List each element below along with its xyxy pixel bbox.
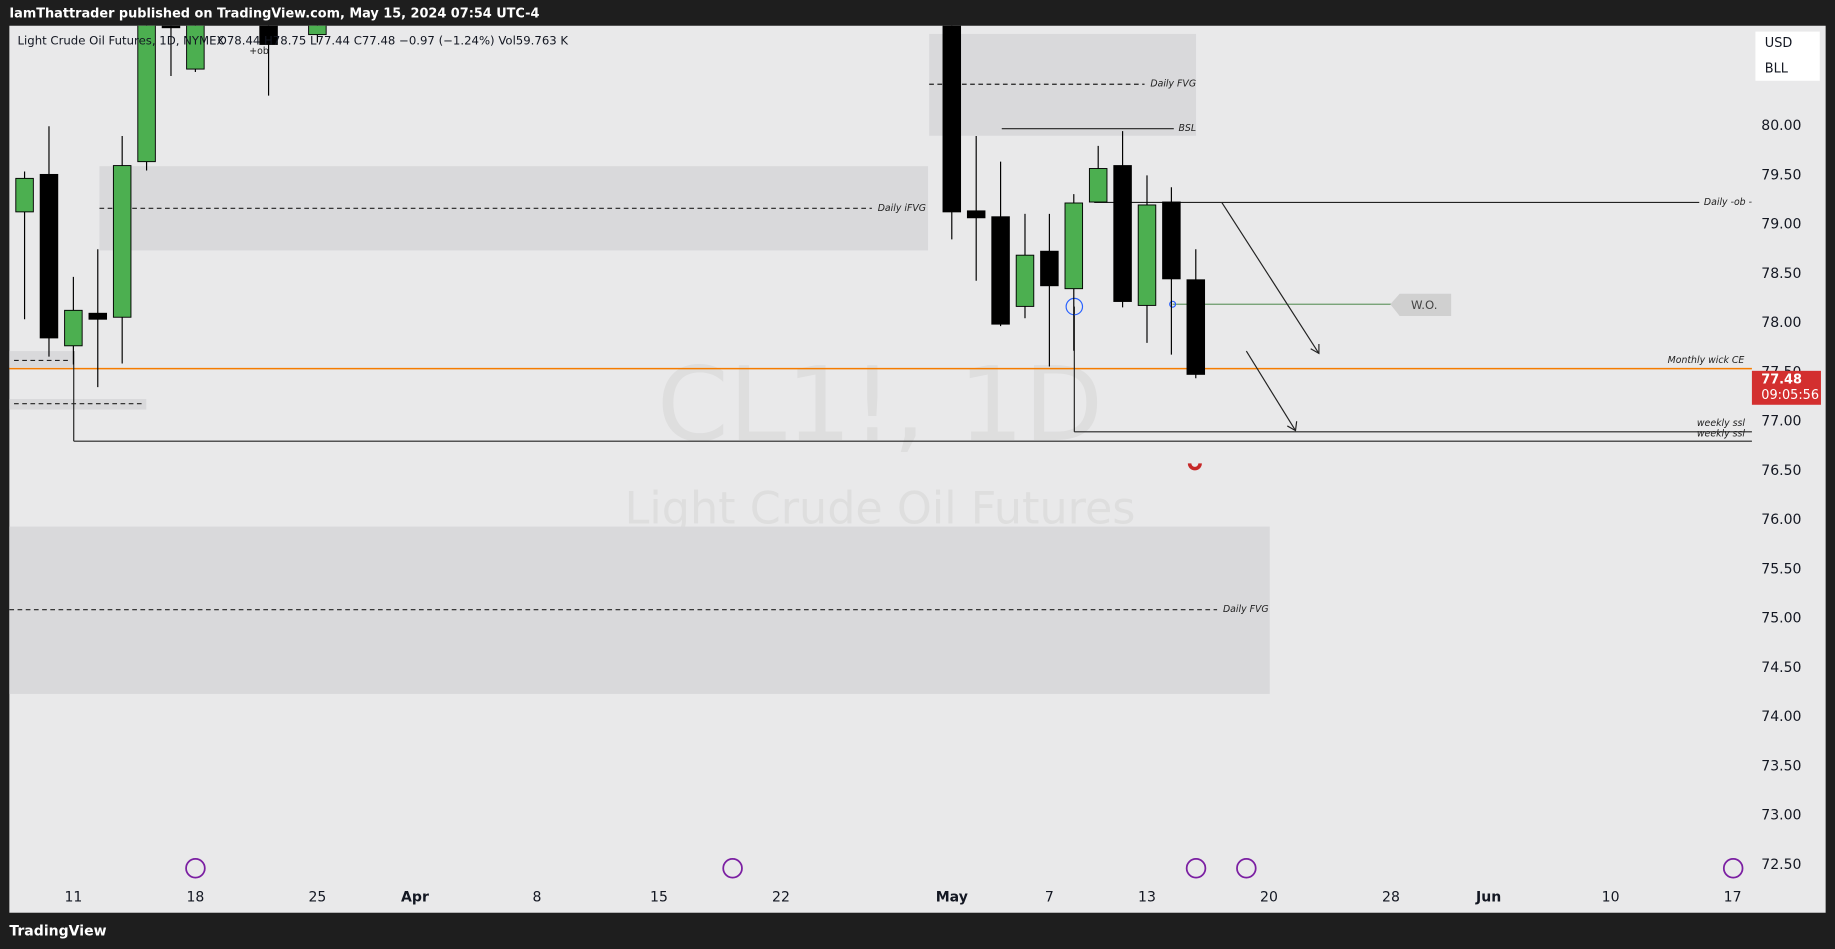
- y-tick-label: 75.00: [1761, 611, 1801, 627]
- x-tick-label: 7: [1045, 890, 1054, 906]
- currency: USD: [1765, 36, 1793, 51]
- event-icon[interactable]: [1236, 858, 1257, 879]
- drawings: Daily FVG BSL Daily iFVG Daily FVG Daily…: [9, 33, 1753, 694]
- candle-body: [1162, 201, 1181, 280]
- x-tick-label: Jun: [1475, 890, 1501, 906]
- candle-body: [991, 216, 1010, 325]
- last-price-box: [1751, 370, 1821, 405]
- candle-body: [1015, 254, 1035, 307]
- arrow: [1245, 350, 1296, 431]
- y-tick-label: 78.50: [1761, 266, 1801, 282]
- candle-body: [186, 25, 205, 70]
- candle-body: [942, 25, 962, 213]
- candle-body: [112, 165, 132, 318]
- fvg-zone: [929, 33, 1197, 136]
- publisher: IamThattrader published on TradingView.c…: [9, 7, 539, 22]
- x-tick-label: 10: [1602, 890, 1620, 906]
- magnet-icon[interactable]: [1187, 463, 1202, 471]
- annotation: Daily FVG: [1150, 79, 1196, 90]
- candle-body: [1113, 165, 1132, 302]
- annotation: Daily FVG: [1223, 604, 1269, 615]
- y-tick-label: 80.00: [1761, 118, 1801, 134]
- x-tick-label: Apr: [401, 890, 429, 906]
- candle-body: [15, 177, 34, 213]
- candles: [15, 25, 1206, 388]
- zone: [9, 399, 147, 410]
- candle-body: [1137, 204, 1157, 306]
- annotation: Monthly wick CE: [1668, 355, 1745, 366]
- y-tick-label: 73.50: [1761, 758, 1801, 774]
- x-tick-label: 20: [1260, 890, 1278, 906]
- candle-body: [64, 309, 83, 347]
- annotation: +ob: [249, 46, 269, 57]
- ohlc-legend: O78.44 H78.75 L77.44 C77.48 −0.97 (−1.24…: [218, 33, 569, 47]
- currency-box[interactable]: [1755, 31, 1820, 81]
- x-tick-label: 28: [1382, 890, 1400, 906]
- y-tick-label: 74.50: [1761, 660, 1801, 676]
- annotation: weekly ssl: [1697, 418, 1745, 429]
- candle-body: [1040, 250, 1059, 287]
- annotation: Daily -ob -: [1704, 197, 1753, 208]
- unit: BLL: [1765, 62, 1789, 77]
- y-tick-label: 78.00: [1761, 315, 1801, 331]
- x-tick-label: 13: [1138, 890, 1156, 906]
- y-tick-label: 73.00: [1761, 808, 1801, 824]
- countdown: 09:05:56: [1761, 388, 1819, 403]
- symbol-name: Light Crude Oil Futures, 1D, NYMEX: [18, 33, 225, 47]
- arrow: [1221, 202, 1320, 354]
- event-icon[interactable]: [1722, 858, 1744, 879]
- y-tick-label: 79.50: [1761, 167, 1801, 183]
- chart-background: [9, 25, 1826, 913]
- y-tick-label: 76.00: [1761, 512, 1801, 528]
- candle-body: [1064, 202, 1084, 290]
- event-icon[interactable]: [185, 858, 206, 879]
- watermark-symbol: CL1!, 1D: [657, 345, 1103, 465]
- x-tick-label: 22: [772, 890, 790, 906]
- zone: [9, 351, 74, 368]
- wo-anchor: [1169, 300, 1177, 308]
- candle-body: [966, 210, 986, 219]
- candle-body: [308, 25, 327, 36]
- x-tick-label: 18: [186, 890, 204, 906]
- event-icons: [185, 858, 1744, 879]
- y-tick-label: 72.50: [1761, 857, 1801, 873]
- x-tick-label: 25: [308, 890, 326, 906]
- y-tick-label: 75.50: [1761, 561, 1801, 577]
- candle-body: [259, 25, 278, 45]
- annotation: BSL: [1178, 123, 1196, 134]
- annotation: W.O.: [1411, 298, 1437, 312]
- y-tick-label: 76.50: [1761, 463, 1801, 479]
- event-icon[interactable]: [1185, 858, 1207, 879]
- y-tick-label: 77.00: [1761, 414, 1801, 430]
- candle-body: [88, 312, 108, 320]
- candle-body: [1088, 168, 1108, 203]
- x-tick-label: 17: [1724, 890, 1742, 906]
- candle-body: [137, 25, 156, 163]
- brand: TradingView: [9, 923, 106, 939]
- arrowhead: [1287, 421, 1298, 432]
- annotation: Daily iFVG: [878, 203, 926, 214]
- y-tick-label: 79.00: [1761, 217, 1801, 233]
- annotation: weekly ssl: [1697, 429, 1745, 440]
- x-tick-label: 8: [533, 890, 542, 906]
- arrowhead: [1310, 344, 1320, 355]
- y-tick-label: 74.00: [1761, 709, 1801, 725]
- watermark-name: Light Crude Oil Futures: [625, 483, 1136, 534]
- wo-label-box: [1390, 293, 1452, 316]
- x-tick-label: 15: [650, 890, 668, 906]
- candle-body: [161, 25, 181, 29]
- event-icon[interactable]: [722, 858, 743, 879]
- candle-body: [1186, 279, 1206, 375]
- candle-body: [39, 173, 59, 339]
- x-tick-label: May: [936, 890, 968, 906]
- last-price-label: 77.48: [1761, 373, 1802, 388]
- x-tick-label: 11: [64, 890, 82, 906]
